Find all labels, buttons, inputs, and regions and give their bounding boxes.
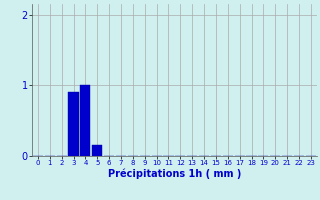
Bar bbox=[80, 85, 91, 156]
Bar bbox=[68, 92, 79, 156]
X-axis label: Précipitations 1h ( mm ): Précipitations 1h ( mm ) bbox=[108, 169, 241, 179]
Bar bbox=[92, 145, 102, 156]
